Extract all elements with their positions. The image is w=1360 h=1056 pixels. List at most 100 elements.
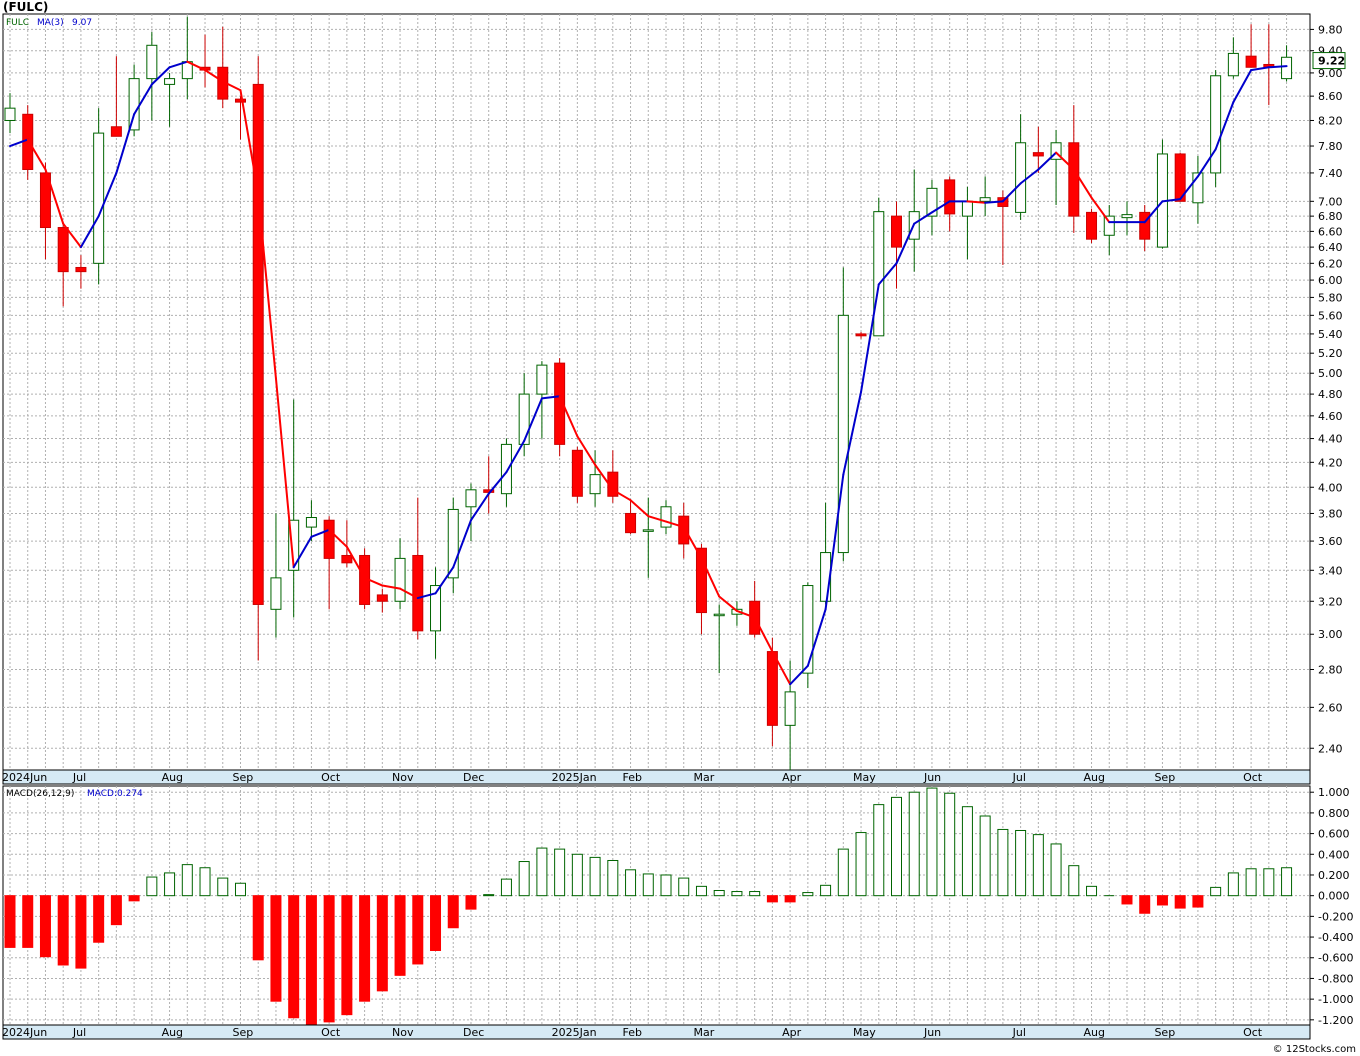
macd-tick-label: 1.000 xyxy=(1318,786,1350,799)
macd-bar xyxy=(873,804,885,897)
ma3-segment xyxy=(1037,151,1058,171)
macd-bar xyxy=(749,891,761,897)
candle-body xyxy=(305,517,317,528)
price-tick-label: 7.80 xyxy=(1318,140,1343,153)
macd-bar xyxy=(695,885,707,897)
macd-bar xyxy=(1032,834,1044,897)
macd-bar xyxy=(713,889,725,897)
price-tick-label: 4.60 xyxy=(1318,410,1343,423)
candle-body xyxy=(873,211,885,337)
macd-tick-label: -1.200 xyxy=(1318,1014,1353,1027)
macd-month-label: Jun xyxy=(923,1026,941,1039)
candle-body xyxy=(1245,55,1257,68)
ma3-segment xyxy=(62,222,82,249)
macd-month-label: 2025Jan xyxy=(552,1026,597,1039)
price-month-strip xyxy=(2,769,1311,785)
legend-ticker: FULC xyxy=(6,18,29,28)
candle-body xyxy=(39,172,51,229)
ma3-segment xyxy=(292,535,313,569)
macd-month-label: Feb xyxy=(623,1026,642,1039)
ma3-segment xyxy=(1072,168,1093,199)
candle-body xyxy=(323,519,335,559)
candle-body xyxy=(784,691,796,726)
price-tick-label: 3.80 xyxy=(1318,507,1343,520)
candle-body xyxy=(1192,172,1204,204)
candle-body xyxy=(713,613,725,617)
ma3-segment xyxy=(594,463,614,491)
candle-body xyxy=(1103,215,1115,236)
ma3-segment xyxy=(469,492,490,522)
candle-body xyxy=(252,83,264,605)
candle xyxy=(1210,70,1222,187)
candle-body xyxy=(146,44,158,80)
price-tick-label: 8.60 xyxy=(1318,90,1343,103)
price-tick-label: 5.80 xyxy=(1318,291,1343,304)
price-tick-label: 5.40 xyxy=(1318,328,1343,341)
price-month-label: Aug xyxy=(162,771,183,784)
ma3-segment xyxy=(505,439,526,474)
ma3-segment xyxy=(274,377,295,569)
candle xyxy=(1139,204,1151,252)
ma3-segment xyxy=(1055,151,1075,171)
candle-body xyxy=(1139,211,1151,240)
candle xyxy=(164,72,176,127)
price-month-label: 2024Jun xyxy=(2,771,47,784)
price-tick-label: 6.20 xyxy=(1318,257,1343,270)
ma3-segment xyxy=(44,168,65,225)
macd-legend-params: MACD(26,12,9) xyxy=(6,789,74,799)
candle xyxy=(1245,24,1257,68)
price-tick-label: 5.00 xyxy=(1318,367,1343,380)
macd-bar xyxy=(554,848,566,897)
price-tick-label: 5.60 xyxy=(1318,309,1343,322)
candle-body xyxy=(57,227,69,273)
ma3-segment xyxy=(930,200,951,214)
ma3-segment xyxy=(26,138,47,171)
ma3-segment xyxy=(363,576,384,587)
ma3-segment xyxy=(1267,65,1288,69)
candle-body xyxy=(1032,152,1044,157)
ma3-segment xyxy=(9,138,29,148)
price-tick-label: 9.80 xyxy=(1318,23,1343,36)
macd-bar xyxy=(678,877,690,897)
price-tick-label: 2.40 xyxy=(1318,742,1343,755)
price-month-label: May xyxy=(853,771,876,784)
ma3-segment xyxy=(434,566,455,595)
ma3-segment xyxy=(735,609,756,619)
ma3-segment xyxy=(1090,196,1111,224)
candle-body xyxy=(855,333,867,337)
macd-bar xyxy=(784,895,796,903)
price-tick-label: 8.20 xyxy=(1318,114,1343,127)
macd-bar xyxy=(234,882,246,897)
macd-bar xyxy=(926,787,938,897)
macd-bar xyxy=(39,895,51,958)
macd-bar xyxy=(430,895,442,952)
candle-body xyxy=(802,585,814,674)
candle-body xyxy=(554,362,566,445)
macd-bar xyxy=(820,884,832,897)
macd-bar xyxy=(536,847,548,897)
macd-bar xyxy=(766,895,778,903)
price-tick-label: 6.00 xyxy=(1318,274,1343,287)
ma3-segment xyxy=(1019,168,1040,185)
candle-body xyxy=(518,393,530,445)
ma3-segment xyxy=(913,211,933,225)
current-price-box xyxy=(1312,52,1346,70)
macd-bar xyxy=(1227,872,1239,897)
ma3-segment xyxy=(452,519,472,569)
ma3-segment xyxy=(79,215,100,249)
macd-bar xyxy=(412,895,424,965)
ma3-segment xyxy=(168,60,189,69)
macd-bar xyxy=(1086,885,1098,897)
macd-bar xyxy=(1281,867,1293,897)
macd-month-label: 2024Jun xyxy=(2,1026,47,1039)
candle xyxy=(146,32,158,121)
legend-ma-value: 9.07 xyxy=(72,18,92,28)
candle xyxy=(93,108,105,285)
candle xyxy=(305,500,317,542)
candle xyxy=(802,582,814,689)
macd-legend: MACD(26,12,9) MACD:0.274 xyxy=(6,789,143,799)
macd-bar xyxy=(376,895,388,992)
candle xyxy=(323,516,335,610)
macd-bar xyxy=(571,853,583,897)
macd-bar xyxy=(518,861,530,897)
